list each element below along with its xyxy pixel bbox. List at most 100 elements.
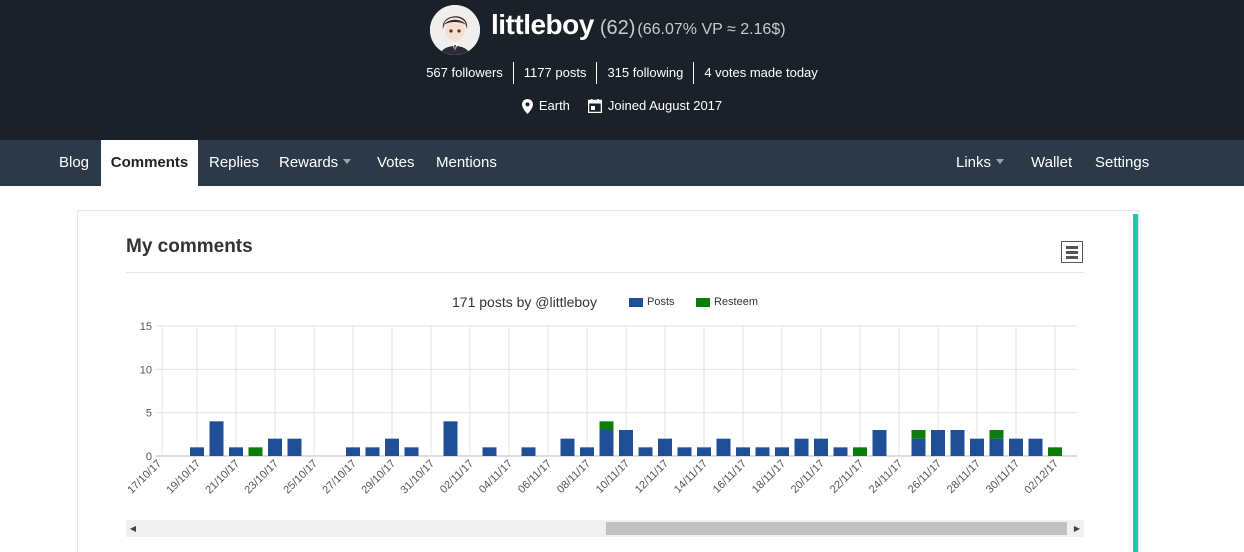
bar-posts [658, 438, 672, 456]
scroll-right-icon[interactable]: ▶ [1073, 524, 1081, 533]
bar-posts [697, 447, 711, 456]
x-tick-label: 14/11/17 [672, 458, 710, 496]
bar-posts [775, 447, 789, 456]
x-tick-label: 08/11/17 [555, 458, 593, 496]
bar-posts [619, 430, 633, 456]
tab-links-label: Links [956, 154, 992, 171]
chart-title: 171 posts by @littleboy [452, 294, 597, 310]
followers-count[interactable]: 567 followers [426, 65, 503, 80]
profile-nav: Blog Comments Replies Rewards Votes Ment… [0, 140, 1244, 186]
bar-posts [443, 421, 458, 456]
comments-card [77, 210, 1139, 552]
y-tick-label: 5 [146, 408, 152, 420]
bar-posts [1028, 438, 1043, 456]
bar-posts [911, 438, 926, 456]
profile-stats: 567 followers 1177 posts 315 following 4… [0, 62, 1244, 84]
chart-scrollbar[interactable]: ◀ ▶ [126, 520, 1084, 537]
bar-posts [814, 438, 828, 456]
bar-resteem [853, 447, 867, 456]
legend-label-resteem: Resteem [714, 296, 759, 308]
calendar-icon [587, 99, 602, 113]
tab-replies[interactable]: Replies [198, 140, 270, 186]
x-tick-label: 17/10/17 [125, 458, 164, 497]
bar-posts [989, 438, 1004, 456]
bar-posts [638, 447, 653, 456]
x-tick-label: 10/11/17 [594, 458, 632, 496]
bar-resteem [1048, 447, 1062, 456]
chart-menu-icon[interactable] [1061, 241, 1083, 263]
username[interactable]: littleboy [491, 9, 594, 40]
bar-posts [365, 447, 380, 456]
chevron-down-icon [996, 159, 1005, 165]
tab-mentions-label: Mentions [436, 154, 497, 171]
tab-wallet[interactable]: Wallet [1019, 140, 1084, 186]
x-tick-label: 19/10/17 [164, 458, 203, 497]
tab-rewards-label: Rewards [279, 154, 339, 171]
tab-blog[interactable]: Blog [47, 140, 101, 186]
bar-posts [346, 447, 360, 456]
votes-today: 4 votes made today [693, 62, 827, 84]
y-tick-label: 15 [140, 321, 152, 333]
tab-settings[interactable]: Settings [1083, 140, 1161, 186]
x-tick-label: 06/11/17 [516, 458, 554, 496]
scroll-left-icon[interactable]: ◀ [129, 524, 137, 533]
location-text: Earth [538, 98, 570, 113]
tab-wallet-label: Wallet [1031, 154, 1073, 171]
bar-posts [287, 438, 302, 456]
bar-resteem [911, 430, 926, 439]
bar-posts [931, 430, 945, 456]
avatar[interactable] [430, 5, 480, 55]
profile-header: littleboy (62) (66.07% VP ≈ 2.16$) 567 f… [0, 0, 1244, 140]
following-count[interactable]: 315 following [596, 62, 693, 84]
x-tick-label: 26/11/17 [906, 458, 944, 496]
bar-posts [950, 430, 965, 456]
y-tick-label: 0 [146, 451, 152, 463]
accent-bar [1133, 214, 1138, 552]
bar-posts [833, 447, 848, 456]
tab-settings-label: Settings [1095, 154, 1150, 171]
bar-resteem [248, 447, 263, 456]
tab-links[interactable]: Links [944, 140, 1016, 186]
x-tick-label: 18/11/17 [750, 458, 788, 496]
profile-meta: Earth Joined August 2017 [0, 96, 1244, 116]
x-tick-label: 04/11/17 [477, 458, 515, 496]
bar-posts [482, 447, 497, 456]
x-tick-label: 31/10/17 [398, 458, 437, 497]
legend-label-posts: Posts [647, 296, 675, 308]
legend-swatch-resteem [696, 297, 710, 307]
legend-resteem[interactable]: Resteem [696, 296, 758, 308]
legend-posts[interactable]: Posts [629, 296, 675, 308]
x-tick-label: 16/11/17 [711, 458, 749, 496]
tab-votes-label: Votes [377, 154, 415, 171]
y-tick-label: 10 [140, 364, 152, 376]
bar-posts [209, 421, 224, 456]
tab-rewards[interactable]: Rewards [268, 140, 362, 186]
comments-bar-chart: 0 5 10 15 17/10/17 19/10/17 21/10/17 23/10/17 25… [125, 321, 1077, 497]
bar-posts [229, 447, 243, 456]
x-tick-label: 12/11/17 [633, 458, 671, 496]
bar-posts [560, 438, 575, 456]
chevron-down-icon [343, 159, 352, 165]
bar-posts [677, 447, 692, 456]
tab-comments-label: Comments [110, 154, 189, 171]
x-tick-label: 02/12/17 [1022, 458, 1061, 497]
bar-posts [268, 438, 282, 456]
x-tick-label: 22/11/17 [828, 458, 866, 496]
bar-posts [1009, 438, 1023, 456]
tab-votes[interactable]: Votes [365, 140, 427, 186]
scroll-thumb[interactable] [606, 522, 1067, 535]
tab-mentions[interactable]: Mentions [424, 140, 509, 186]
x-tick-label: 20/11/17 [789, 458, 827, 496]
tab-comments[interactable]: Comments [101, 140, 198, 186]
bar-posts [716, 438, 731, 456]
tab-replies-label: Replies [209, 154, 260, 171]
joined-date: Joined August 2017 [587, 96, 722, 116]
location: Earth [521, 96, 570, 116]
x-tick-label: 23/10/17 [242, 458, 281, 497]
x-tick-label: 28/11/17 [945, 458, 983, 496]
x-tick-label: 30/11/17 [984, 458, 1022, 496]
posts-count[interactable]: 1177 posts [512, 62, 597, 84]
reputation-score: (62) [599, 17, 636, 39]
bar-posts [794, 438, 809, 456]
divider [126, 272, 1084, 273]
